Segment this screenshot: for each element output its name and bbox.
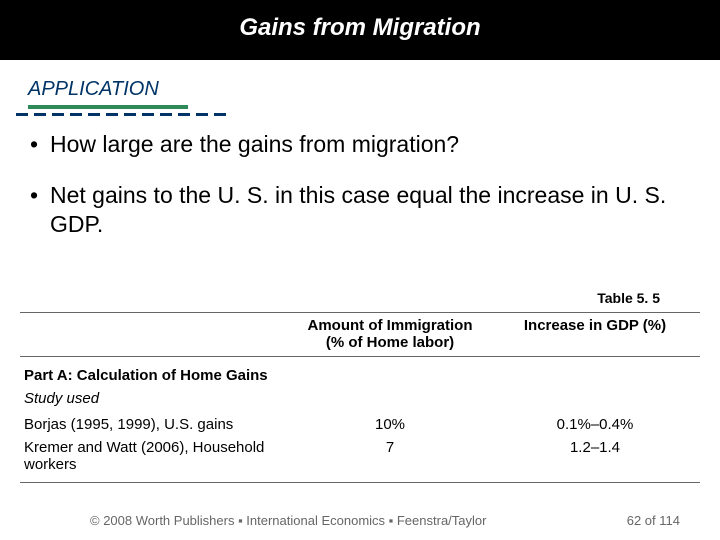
table-row: Kremer and Watt (2006), Household worker… <box>20 436 700 476</box>
table-bottom-rule <box>20 482 700 483</box>
dashed-separator <box>16 113 720 116</box>
footer-copyright: © 2008 Worth Publishers ▪ International … <box>90 513 486 528</box>
cell-study: Kremer and Watt (2006), Household worker… <box>24 439 290 473</box>
section-underline <box>28 105 188 109</box>
table-header-gdp: Increase in GDP (%) <box>490 317 700 352</box>
table-caption: Table 5. 5 <box>597 290 660 306</box>
table-header-immigration: Amount of Immigration (% of Home labor) <box>290 317 490 352</box>
section-heading-wrap: APPLICATION <box>28 78 188 109</box>
cell-gdp: 1.2–1.4 <box>490 439 700 473</box>
cell-immigration: 10% <box>290 416 490 433</box>
footer-pager: 62 of 114 <box>627 513 680 528</box>
footer: © 2008 Worth Publishers ▪ International … <box>0 513 720 528</box>
bullet-item: Net gains to the U. S. in this case equa… <box>30 181 670 239</box>
bullet-list: How large are the gains from migration? … <box>30 130 670 238</box>
table-part-label: Part A: Calculation of Home Gains <box>24 367 700 384</box>
table-figure: Amount of Immigration (% of Home labor) … <box>20 312 700 483</box>
table-header-empty <box>20 317 290 352</box>
table-header-immigration-l2: (% of Home labor) <box>326 334 454 351</box>
table-header-immigration-l1: Amount of Immigration <box>308 317 473 334</box>
section-heading: APPLICATION <box>28 78 188 103</box>
cell-gdp: 0.1%–0.4% <box>490 416 700 433</box>
title-band: Gains from Migration <box>0 0 720 60</box>
table-row: Borjas (1995, 1999), U.S. gains 10% 0.1%… <box>20 413 700 436</box>
bullet-item: How large are the gains from migration? <box>30 130 670 159</box>
table-header-row: Amount of Immigration (% of Home labor) … <box>20 312 700 357</box>
table-studyused-label: Study used <box>24 390 700 407</box>
cell-immigration: 7 <box>290 439 490 473</box>
cell-study: Borjas (1995, 1999), U.S. gains <box>24 416 290 433</box>
slide-title: Gains from Migration <box>0 14 720 42</box>
